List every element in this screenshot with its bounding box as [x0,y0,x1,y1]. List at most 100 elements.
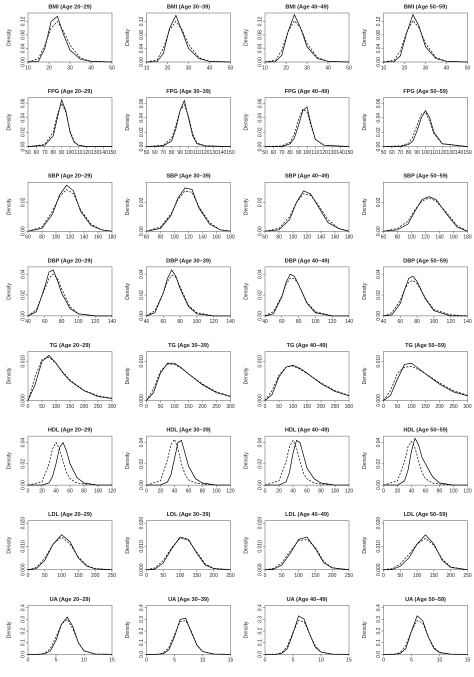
y-axis-label: Density [362,29,368,46]
x-tick-label: 10 [144,65,150,71]
x-tick-label: 20 [46,65,52,71]
x-tick-label: 100 [421,150,430,156]
y-tick-label: 0.04 [139,269,145,279]
x-tick-label: 250 [449,404,458,410]
panel-title: BMI (Age 50–59) [404,4,447,10]
x-tick-label: 180 [345,235,354,241]
density-curve [264,277,349,317]
x-tick-label: 0 [264,658,267,664]
y-axis-label: Density [362,367,368,384]
plot-frame [27,351,113,401]
panel: HDL (Age 40–49) Density 0.00 0.02 0.04 0 20 40 6… [243,428,353,495]
y-tick-label: 0.02 [20,197,26,207]
x-tick-label: 20 [283,65,289,71]
density-curve [27,184,113,232]
x-tick-label: 100 [303,150,312,156]
density-curve [383,19,468,63]
x-tick-label: 300 [463,404,472,410]
x-tick-label: 90 [296,150,302,156]
density-curve [146,20,231,63]
x-tick-label: 100 [176,573,185,579]
x-tick-label: 100 [294,573,303,579]
y-tick-label: 0.010 [257,355,263,368]
x-tick-label: 20 [276,488,282,494]
x-tick-label: 60 [381,235,387,241]
y-tick-label: 0.1 [139,639,145,646]
y-tick-label: 0.08 [139,30,145,40]
plot-frame [383,351,468,401]
x-tick-label: 110 [74,150,82,156]
x-tick-label: 120 [83,150,92,156]
y-tick-label: 0.4 [376,604,382,611]
x-tick-label: 140 [226,319,235,325]
y-axis-label: Density [362,198,368,215]
panel: HDL (Age 20–29) Density 0.00 0.02 0.04 0 20 40 6… [6,428,116,495]
y-axis-label: Density [243,283,249,300]
density-curve [146,617,231,655]
x-tick-label: 80 [50,150,56,156]
x-tick-label: 140 [336,150,345,156]
x-tick-label: 5 [173,658,176,664]
y-tick-label: 0.00 [257,142,263,152]
y-tick-label: 0.010 [376,540,382,553]
y-tick-label: 0.00 [139,480,145,490]
y-tick-label: 0.00 [20,57,26,67]
density-curve [146,438,231,486]
y-tick-label: 0.04 [376,437,382,447]
x-tick-label: 50 [25,150,31,156]
y-tick-label: 0.12 [376,16,382,26]
density-curve [27,98,112,147]
x-tick-label: 120 [328,319,337,325]
y-tick-label: 0.0 [376,651,382,658]
y-axis-label: Density [125,29,131,46]
y-axis-label: Density [6,283,12,300]
x-tick-label: 60 [161,319,167,325]
y-tick-label: 0.02 [20,127,26,137]
y-tick-label: 0.04 [20,437,26,447]
panel: BMI (Age 50–59) Density 0.00 0.04 0.08 0.12 10… [362,4,471,71]
y-tick-label: 0.02 [139,197,145,207]
plot-frame [27,97,113,147]
x-tick-label: 150 [193,573,202,579]
x-tick-label: 120 [184,235,193,241]
density-curve [27,189,113,232]
density-curve [383,196,468,232]
density-curve [27,269,112,317]
y-tick-label: 0.3 [376,616,382,623]
x-tick-label: 120 [66,235,75,241]
x-tick-label: 90 [59,150,65,156]
x-tick-label: 90 [177,150,183,156]
y-tick-label: 0.00 [376,57,382,67]
x-tick-label: 90 [414,150,420,156]
x-tick-label: 40 [381,319,387,325]
panel-title: HDL (Age 20–29) [48,428,92,434]
y-tick-label: 0.010 [20,355,26,368]
panel-title: SBP (Age 40–49) [285,174,329,180]
density-curve [264,13,350,63]
panel-title: FPG (Age 50–59) [403,89,448,95]
panel-title: HDL (Age 50–59) [403,428,447,434]
x-tick-label: 80 [406,150,412,156]
density-curve [146,269,231,317]
y-tick-label: 0.3 [139,616,145,623]
x-tick-label: 80 [414,319,420,325]
y-tick-label: 0.02 [257,197,263,207]
y-tick-label: 0.2 [139,627,145,634]
y-axis-label: Density [243,29,249,46]
x-tick-label: 100 [170,404,179,410]
plot-frame [27,435,113,486]
y-tick-label: 0.010 [139,355,145,368]
x-tick-label: 100 [57,573,66,579]
y-tick-label: 0.00 [139,57,145,67]
density-curve [264,539,350,571]
plot-frame [146,605,231,655]
density-curve [383,440,468,486]
x-tick-label: 140 [80,235,89,241]
x-tick-label: 100 [407,404,416,410]
x-tick-label: 80 [59,319,65,325]
x-tick-label: 120 [303,235,312,241]
density-curve [146,439,231,486]
density-curve [27,618,113,655]
x-tick-label: 0 [264,488,267,494]
y-axis-label: Density [362,621,368,638]
